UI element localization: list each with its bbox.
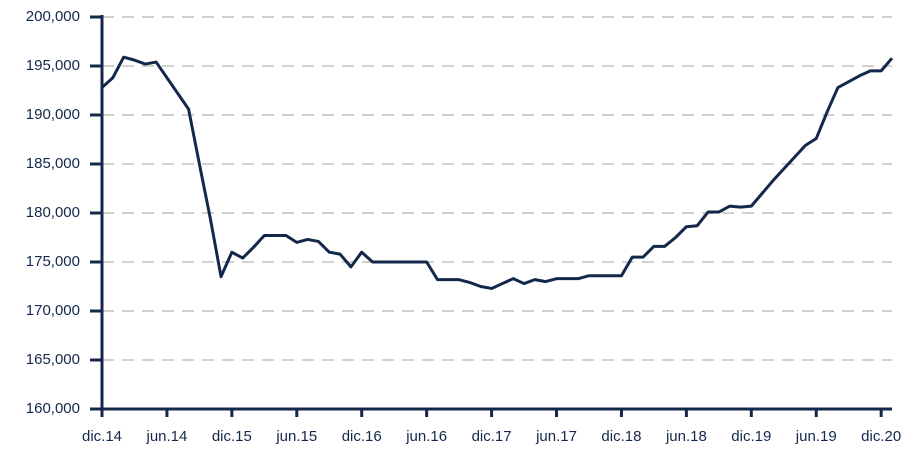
x-tick-label: dic.17 (472, 428, 512, 445)
x-tick-label: jun.16 (405, 428, 447, 445)
y-tick-label: 175,000 (26, 253, 80, 270)
x-tick-label: dic.14 (82, 428, 122, 445)
y-tick-label: 165,000 (26, 351, 80, 368)
x-tick-label: jun.19 (795, 428, 837, 445)
x-tick-label: dic.15 (212, 428, 252, 445)
x-tick-label: dic.19 (731, 428, 771, 445)
x-tick-label: dic.20 (861, 428, 901, 445)
y-tick-label: 180,000 (26, 204, 80, 221)
x-tick-label: jun.15 (275, 428, 317, 445)
x-tick-label: jun.14 (145, 428, 187, 445)
line-series (100, 55, 894, 290)
x-tick-label: dic.16 (342, 428, 382, 445)
x-tick-label: dic.18 (601, 428, 641, 445)
y-tick-label: 190,000 (26, 106, 80, 123)
y-tick-label: 195,000 (26, 57, 80, 74)
y-tick-label: 185,000 (26, 155, 80, 172)
x-tick-label: jun.17 (535, 428, 577, 445)
y-tick-label: 160,000 (26, 400, 80, 417)
y-tick-label: 200,000 (26, 8, 80, 25)
y-tick-label: 170,000 (26, 302, 80, 319)
x-tick-label: jun.18 (665, 428, 707, 445)
